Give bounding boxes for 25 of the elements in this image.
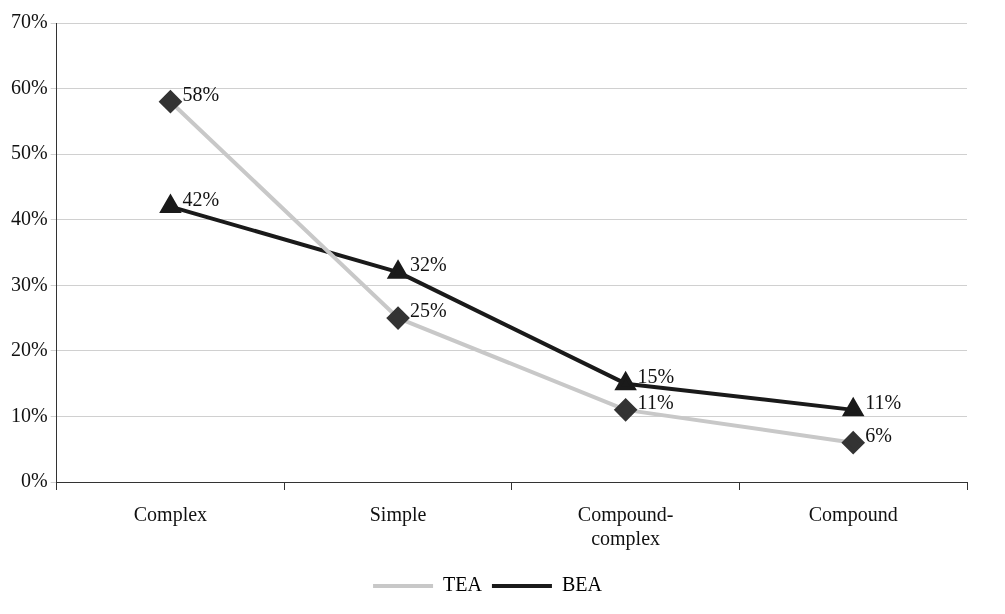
point — [614, 370, 637, 391]
x-tick-label: Compound-complex — [577, 503, 674, 551]
y-tick-label: 10% — [10, 403, 48, 426]
point — [159, 193, 182, 214]
x-tick-label: Simple — [369, 503, 427, 527]
data-label: 25% — [410, 299, 447, 322]
y-tick-label: 20% — [10, 338, 48, 361]
data-label: 15% — [637, 364, 675, 387]
y-tick-label: 50% — [10, 141, 48, 164]
data-label: 6% — [865, 423, 892, 446]
y-tick-label: 70% — [10, 10, 48, 33]
data-label: 11% — [865, 391, 902, 414]
y-tick-label: 30% — [10, 272, 48, 295]
legend-label: TEA — [443, 573, 483, 596]
data-label: 32% — [410, 253, 447, 276]
x-tick-label: Complex — [133, 503, 208, 527]
y-tick-label: 60% — [10, 75, 48, 98]
data-label: 58% — [182, 82, 220, 105]
data-label: 11% — [637, 391, 674, 414]
y-tick-label: 0% — [20, 469, 48, 492]
x-tick-label: Compound — [808, 503, 898, 527]
point — [842, 396, 865, 417]
data-label: 42% — [182, 187, 220, 210]
y-tick-label: 40% — [10, 206, 48, 229]
legend-label: BEA — [561, 573, 603, 596]
